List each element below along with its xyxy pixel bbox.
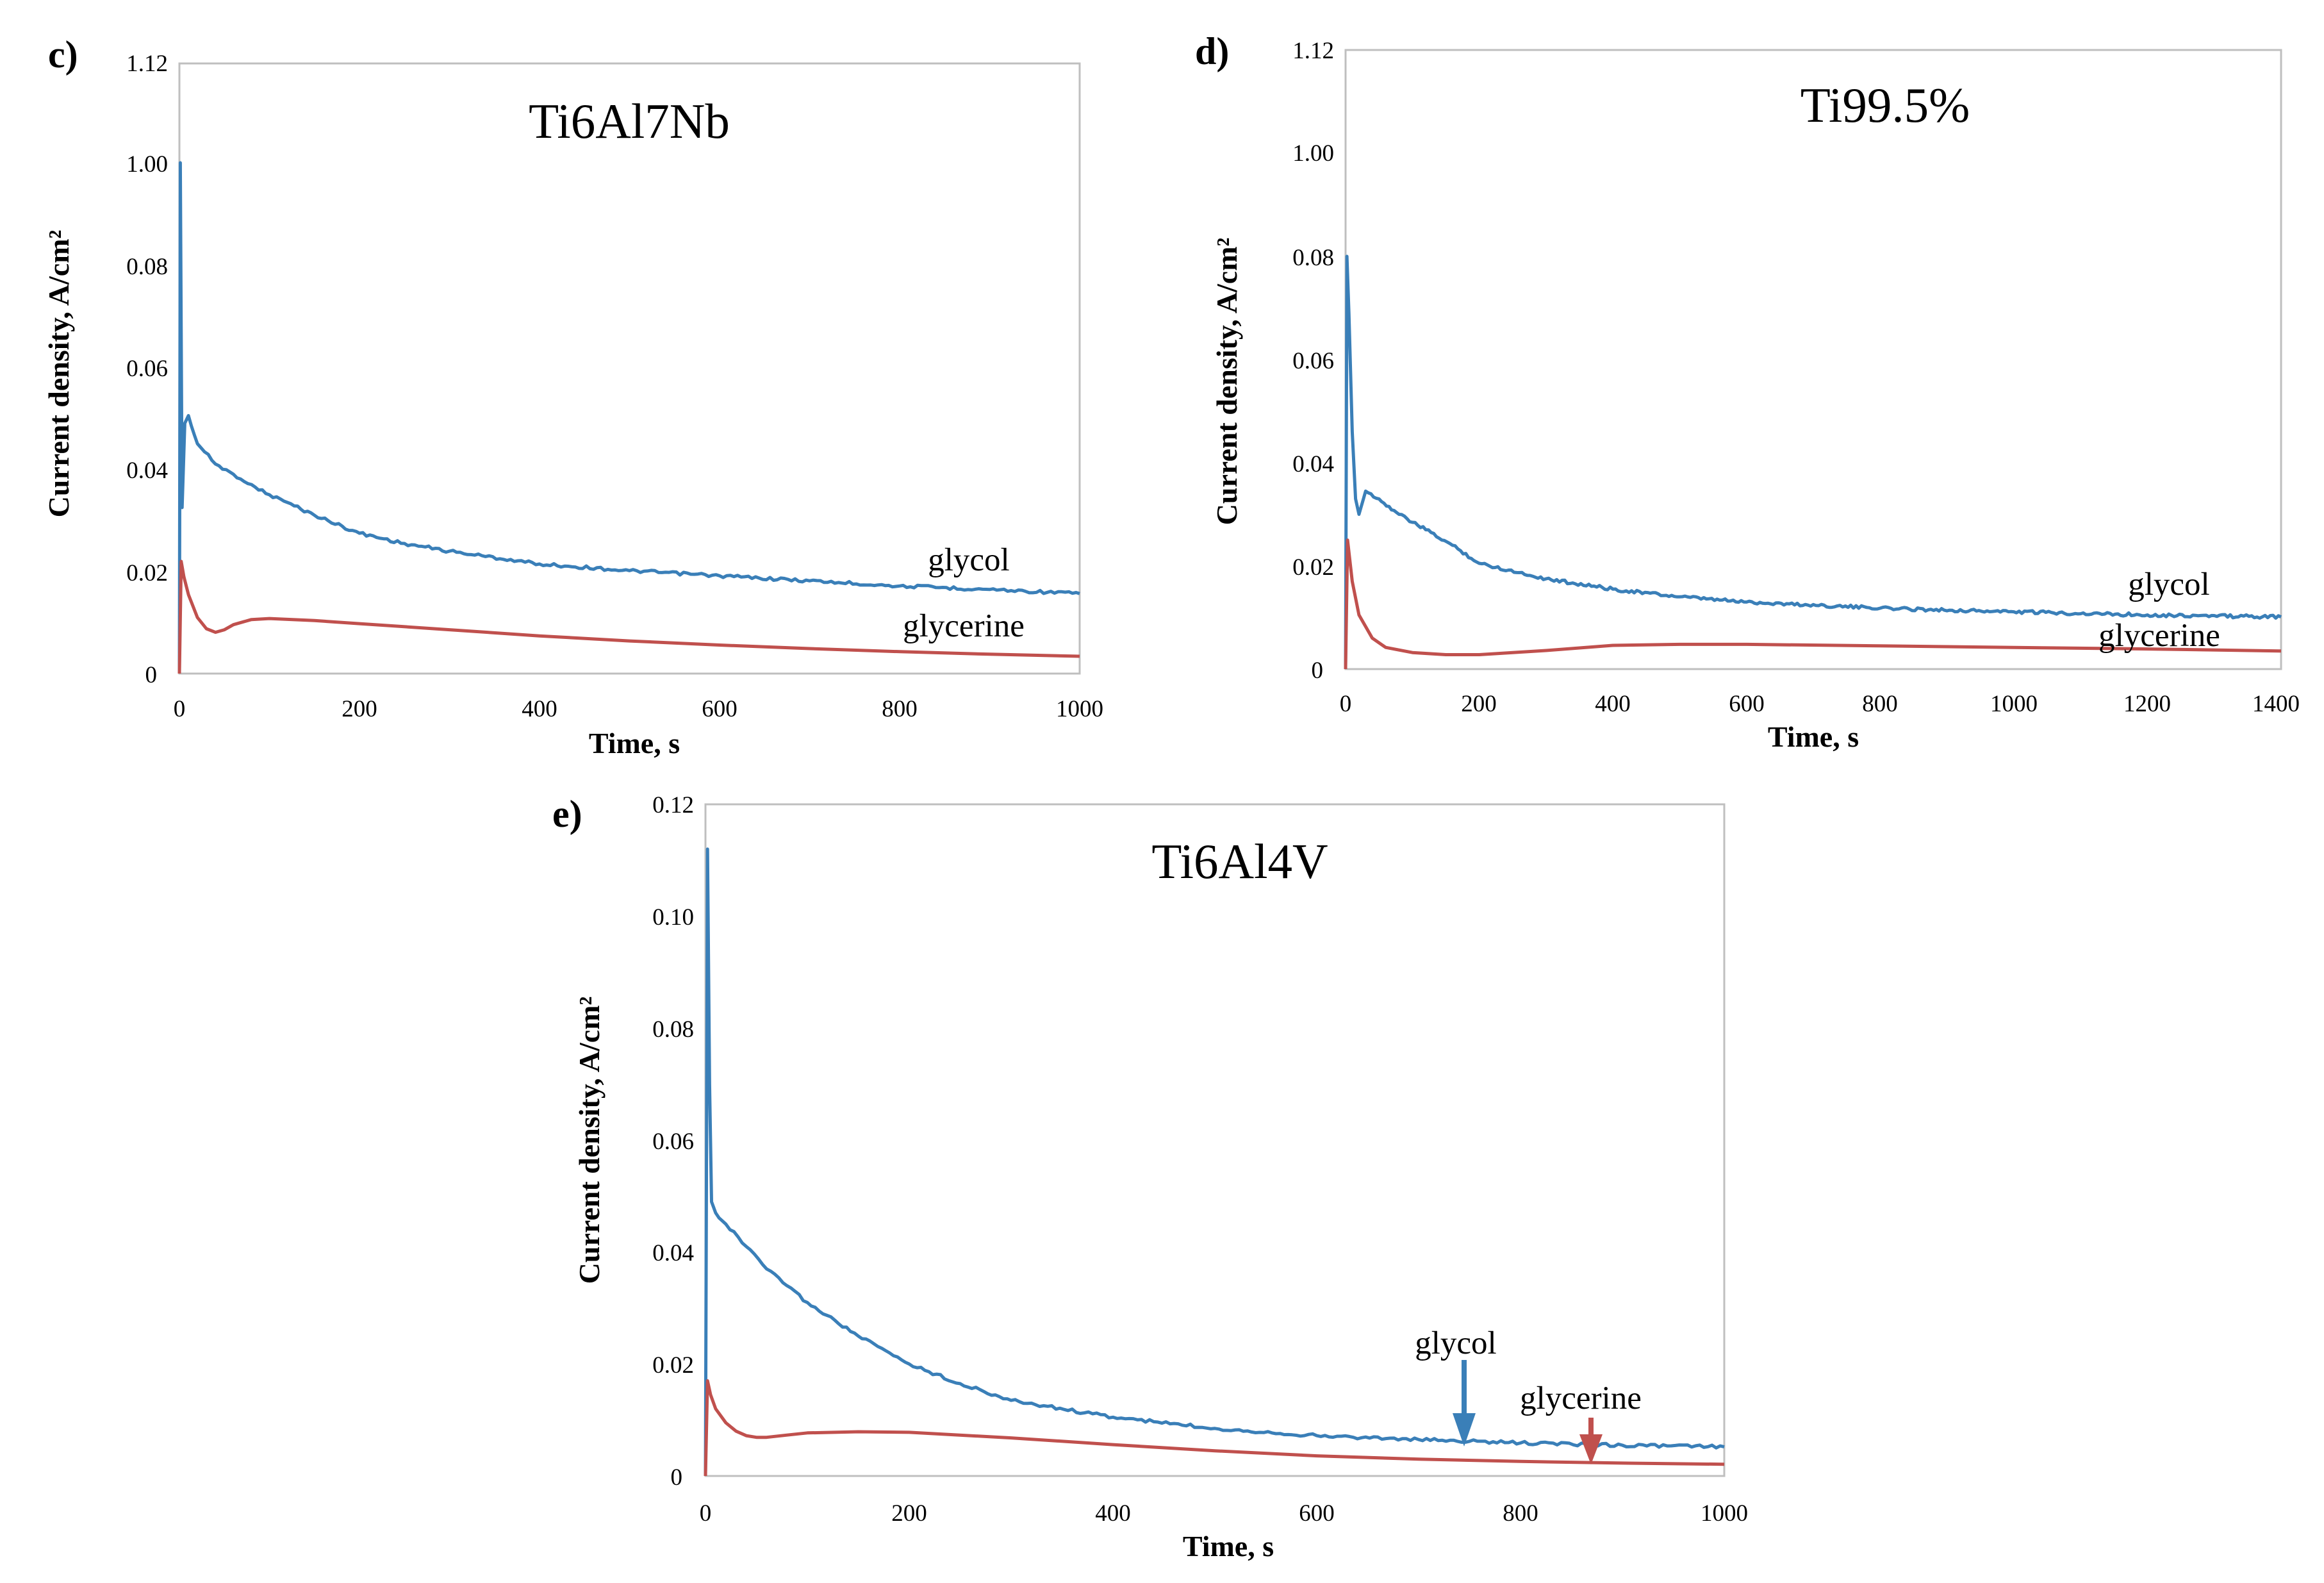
x-tick: 1200 <box>2123 691 2171 717</box>
x-tick: 800 <box>1503 1500 1538 1527</box>
y-tick: 0 <box>1312 658 1324 684</box>
panel-d-title: Ti99.5% <box>1801 78 1970 133</box>
x-tick: 800 <box>1862 691 1898 717</box>
panel-c-plot-area <box>177 161 1080 674</box>
x-tick: 1000 <box>1990 691 2038 717</box>
panel-c-label: c) <box>48 33 78 76</box>
y-tick: 0.06 <box>1292 348 1334 374</box>
glycol-series-line <box>177 161 1080 674</box>
panel-e-x-ticks: 0 200 400 600 800 1000 <box>700 1500 1748 1527</box>
glycerine-series-line <box>177 559 1080 674</box>
panel-e: e) Ti6Al4V 0 0.02 0.04 0.06 0.08 0.10 0.… <box>552 792 1748 1562</box>
x-tick: 600 <box>1729 691 1765 717</box>
glycol-series-line <box>1344 254 2282 670</box>
x-tick: 0 <box>1340 691 1352 717</box>
glycol-annotation: glycol <box>928 542 1009 578</box>
glycerine-series-line <box>1344 538 2282 670</box>
y-tick: 0 <box>145 662 158 688</box>
x-tick: 1000 <box>1056 696 1103 722</box>
panel-c-title: Ti6Al7Nb <box>529 94 730 149</box>
x-tick: 400 <box>1595 691 1631 717</box>
x-tick: 200 <box>891 1500 927 1527</box>
glycerine-series-line <box>704 1379 1725 1477</box>
glycol-annotation: glycol <box>2128 567 2209 602</box>
y-tick: 0.04 <box>1292 451 1334 477</box>
glycol-annotation: glycol <box>1415 1325 1496 1361</box>
glycerine-annotation: glycerine <box>2098 618 2220 654</box>
x-tick: 0 <box>174 696 186 722</box>
y-tick: 1.00 <box>1292 140 1334 167</box>
x-tick: 200 <box>342 696 377 722</box>
panel-c-x-axis-label: Time, s <box>589 727 680 759</box>
x-tick: 1400 <box>2252 691 2300 717</box>
x-tick: 600 <box>702 696 738 722</box>
x-tick: 600 <box>1299 1500 1335 1527</box>
glycol-arrow-icon <box>1453 1360 1476 1446</box>
panel-d-y-ticks: 0 0.02 0.04 0.06 0.08 1.00 1.12 <box>1292 38 1334 684</box>
panel-d-x-axis-label: Time, s <box>1768 720 1859 753</box>
glycerine-annotation: glycerine <box>903 608 1025 644</box>
panel-c-y-axis-label: Current density, A/cm² <box>42 230 75 518</box>
panel-c-plot-frame <box>178 62 1081 675</box>
y-tick: 0.04 <box>652 1240 694 1266</box>
y-tick: 0.08 <box>126 254 168 280</box>
x-tick: 400 <box>522 696 557 722</box>
panel-c-y-ticks: 0 0.02 0.04 0.06 0.08 1.00 1.12 <box>126 51 168 688</box>
panel-d-plot-area <box>1344 254 2282 670</box>
x-tick: 400 <box>1095 1500 1131 1527</box>
x-tick: 800 <box>882 696 918 722</box>
panel-e-x-axis-label: Time, s <box>1183 1530 1274 1562</box>
panel-d: d) Ti99.5% 0 0.02 0.04 0.06 0.08 1.00 1.… <box>1195 30 2300 753</box>
y-tick: 0.06 <box>126 356 168 382</box>
panel-e-plot-frame <box>704 803 1726 1477</box>
y-tick: 0.12 <box>652 792 694 818</box>
panel-e-y-ticks: 0 0.02 0.04 0.06 0.08 0.10 0.12 <box>652 792 694 1491</box>
y-tick: 1.00 <box>126 151 168 178</box>
y-tick: 0.02 <box>126 560 168 586</box>
panel-e-title: Ti6Al4V <box>1151 834 1328 889</box>
y-tick: 1.12 <box>1292 38 1334 64</box>
panel-d-y-axis-label: Current density, A/cm² <box>1210 238 1243 526</box>
glycerine-annotation: glycerine <box>1520 1380 1642 1416</box>
y-tick: 0.10 <box>652 904 694 931</box>
y-tick: 0.06 <box>652 1129 694 1155</box>
panel-e-label: e) <box>552 793 582 835</box>
panel-c: c) Ti6Al7Nb 0 0.02 0.04 0.06 0.08 1.00 1… <box>42 33 1103 759</box>
y-tick: 0.02 <box>1292 554 1334 581</box>
y-tick: 0.08 <box>1292 245 1334 271</box>
y-tick: 0.02 <box>652 1352 694 1379</box>
glycerine-arrow-icon <box>1579 1418 1603 1464</box>
panel-e-y-axis-label: Current density, A/cm² <box>573 997 606 1284</box>
panel-d-label: d) <box>1195 30 1229 72</box>
glycol-series-line <box>704 847 1725 1477</box>
y-tick: 0.04 <box>126 458 168 484</box>
panel-e-plot-area <box>704 847 1725 1477</box>
panel-c-x-ticks: 0 200 400 600 800 1000 <box>174 696 1103 722</box>
x-tick: 200 <box>1461 691 1497 717</box>
panel-d-x-ticks: 0 200 400 600 800 1000 1200 1400 <box>1340 691 2300 717</box>
x-tick: 0 <box>700 1500 712 1527</box>
x-tick: 1000 <box>1701 1500 1748 1527</box>
y-tick: 0 <box>671 1464 683 1491</box>
y-tick: 0.08 <box>652 1016 694 1043</box>
y-tick: 1.12 <box>126 51 168 77</box>
